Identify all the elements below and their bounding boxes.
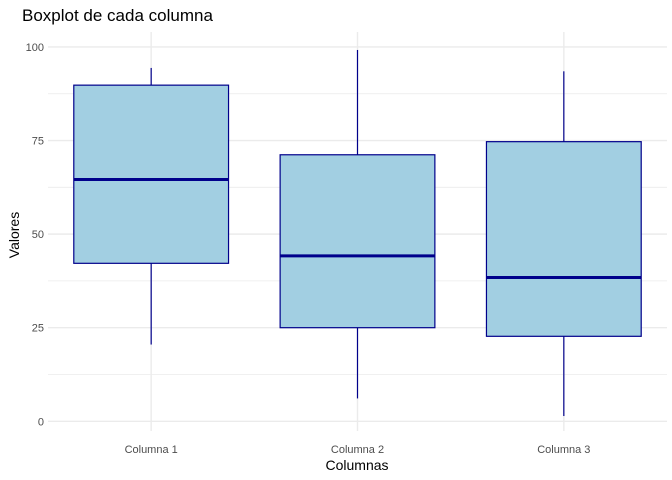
box-body (485, 141, 642, 337)
y-axis-title: Valores (6, 212, 22, 258)
y-tick-label: 0 (38, 416, 44, 428)
y-tick-label: 50 (32, 229, 44, 241)
y-tick-label: 25 (32, 323, 44, 335)
y-tick-label: 75 (32, 136, 44, 148)
y-tick-label: 100 (26, 42, 44, 54)
box-3 (485, 71, 642, 417)
x-axis-title: Columnas (325, 457, 388, 473)
x-tick-label: Columna 1 (125, 444, 178, 456)
chart-title: Boxplot de cada columna (22, 6, 213, 25)
x-tick-label: Columna 2 (331, 444, 384, 456)
axis-ticks: 0 25 50 75 100 Columna 1 Columna 2 Columna 3 (26, 42, 591, 456)
box-2 (279, 49, 436, 399)
x-tick-label: Columna 3 (537, 444, 590, 456)
box-body (73, 84, 230, 264)
box-series (73, 49, 642, 417)
box-1 (73, 67, 230, 345)
box-body (279, 154, 436, 329)
